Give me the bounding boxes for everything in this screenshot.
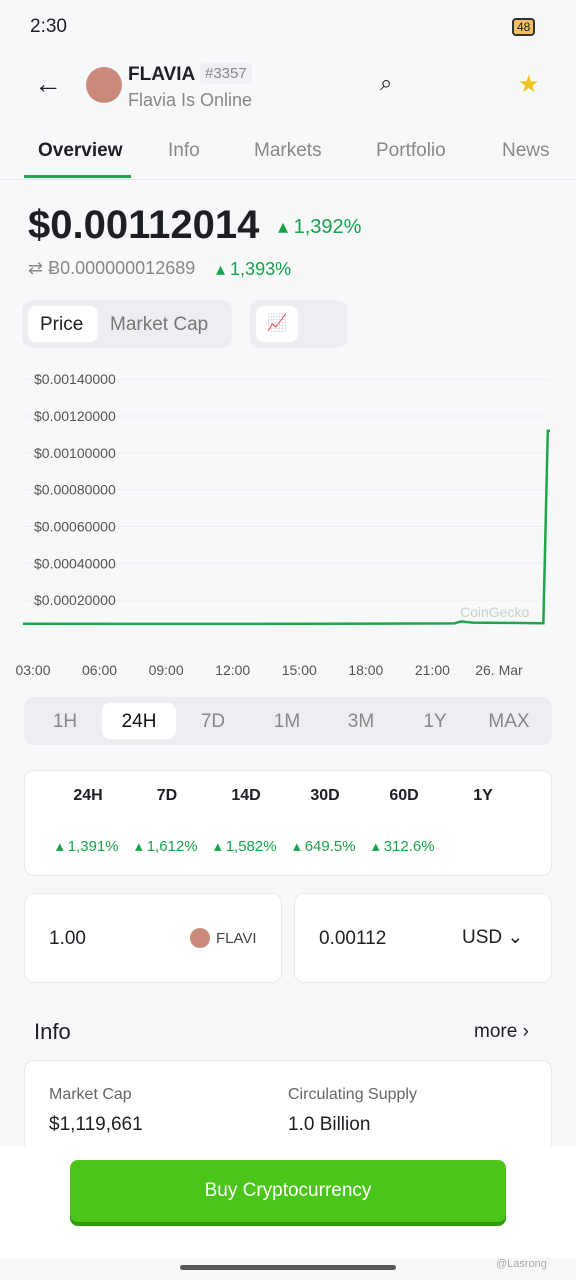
y-tick-label: $0.00040000	[34, 555, 116, 571]
x-tick-label: 06:00	[82, 662, 117, 678]
change-text: 1,582%	[225, 838, 277, 855]
price-usd: $0.00112014	[28, 203, 260, 247]
tab[interactable]: Info	[168, 140, 200, 161]
x-tick-label: 15:00	[282, 662, 317, 678]
tab[interactable]: Overview	[38, 140, 123, 161]
change-text: 649.5%	[304, 838, 356, 855]
period: 24H	[73, 787, 103, 804]
period: 30D	[310, 787, 340, 804]
more-text: more	[474, 1021, 518, 1042]
change: ▴ 1,612%	[135, 838, 198, 855]
buy-button[interactable]: Buy Cryptocurrency	[70, 1160, 506, 1222]
coin-name: FLAVIA	[128, 64, 196, 85]
info-value: $1,119,661	[49, 1114, 143, 1135]
back-button[interactable]: ←	[34, 68, 62, 99]
coin-icon	[190, 928, 210, 948]
period: 7D	[156, 787, 178, 804]
tab[interactable]: News	[502, 140, 550, 161]
change-text: 1,612%	[146, 838, 198, 855]
toggle-price[interactable]: Price	[40, 314, 84, 335]
y-tick-label: $0.00060000	[34, 519, 116, 535]
toggle-selected	[28, 306, 98, 342]
toggle-marketcap[interactable]: Market Cap	[110, 314, 209, 335]
star-icon[interactable]: ★	[518, 71, 540, 98]
watermark: @Lasrong	[496, 1258, 547, 1270]
change: ▴ 312.6%	[372, 838, 435, 855]
y-tick-label: $0.00020000	[34, 592, 116, 608]
period: 1Y	[473, 787, 493, 804]
range-selected	[102, 703, 176, 739]
chart: $0.00140000 $0.00120000 $0.00100000 $0.0008…	[15, 371, 550, 678]
btc-change: ▴ 1,393%	[216, 259, 292, 279]
btc-text: Ƀ0.000000012689	[48, 258, 196, 278]
more-link[interactable]: more ›	[474, 1021, 529, 1042]
subtitle: Flavia Is Online	[128, 90, 253, 110]
search-icon[interactable]: ⌕	[380, 70, 393, 95]
result: 0.00112	[319, 928, 387, 949]
range[interactable]: 1Y	[423, 711, 447, 732]
divider	[0, 179, 576, 180]
range[interactable]: 1M	[273, 711, 301, 732]
change: ▴ 1,391%	[56, 838, 119, 855]
range[interactable]: 24H	[121, 711, 157, 732]
avatar	[86, 67, 122, 103]
tab-indicator	[24, 175, 131, 178]
converter-right	[294, 893, 552, 983]
rank: #3357	[200, 63, 252, 84]
currency-text: USD	[462, 927, 503, 948]
info-value: 1.0 Billion	[288, 1114, 371, 1135]
range[interactable]: 7D	[200, 711, 226, 732]
x-tick-label: 26. Mar	[475, 662, 523, 678]
x-tick-label: 09:00	[149, 662, 184, 678]
change: ▴ 649.5%	[293, 838, 356, 855]
battery: 48	[512, 18, 536, 36]
change-text: 1,391%	[67, 838, 119, 855]
range[interactable]: 1H	[52, 711, 78, 732]
range[interactable]: 3M	[347, 711, 375, 732]
y-tick-label: $0.00080000	[34, 482, 116, 498]
line-chart-button[interactable]: 📈	[256, 306, 298, 342]
btc-change-text: 1,393%	[230, 259, 292, 279]
performance-card	[24, 770, 552, 876]
price-btc: ⇄ Ƀ0.000000012689	[28, 258, 196, 278]
usd-change: ▴ 1,392%	[278, 216, 362, 238]
currency[interactable]: USD ⌄	[462, 927, 524, 948]
change: ▴ 1,582%	[214, 838, 277, 855]
home-indicator	[180, 1265, 396, 1270]
y-tick-label: $0.00120000	[34, 408, 116, 424]
period: 60D	[389, 787, 419, 804]
period: 14D	[231, 787, 261, 804]
symbol: FLAVI	[216, 930, 257, 947]
range[interactable]: MAX	[488, 711, 530, 732]
price-line	[22, 429, 550, 626]
x-tick-label: 18:00	[348, 662, 383, 678]
info-title: Info	[34, 1019, 71, 1044]
chart-watermark: CoinGecko	[460, 604, 529, 620]
x-tick-label: 03:00	[15, 662, 50, 678]
tab[interactable]: Portfolio	[376, 140, 446, 161]
change-text: 312.6%	[383, 838, 435, 855]
y-tick-label: $0.00100000	[34, 445, 116, 461]
amount[interactable]: 1.00	[49, 928, 86, 949]
info-label: Circulating Supply	[288, 1086, 417, 1103]
tab[interactable]: Markets	[254, 140, 322, 161]
converter-left	[24, 893, 282, 983]
x-tick-label: 12:00	[215, 662, 250, 678]
usd-change-text: 1,392%	[293, 216, 362, 238]
info-label: Market Cap	[49, 1086, 132, 1103]
status-time: 2:30	[30, 16, 67, 37]
info-card	[24, 1060, 552, 1162]
y-tick-label: $0.00140000	[34, 371, 116, 387]
x-tick-label: 21:00	[415, 662, 450, 678]
